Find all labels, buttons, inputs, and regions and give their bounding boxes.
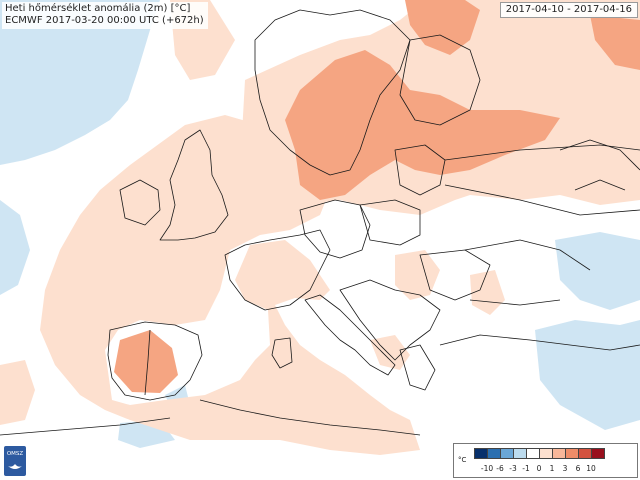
legend-tick-label: 1 [549, 464, 555, 473]
legend-unit: °C [458, 456, 467, 464]
legend-tick-label: 0 [536, 464, 542, 473]
russia-lines [559, 139, 640, 191]
germany [299, 199, 371, 259]
ireland [119, 179, 161, 226]
greece [399, 344, 436, 391]
legend-swatch [526, 448, 540, 459]
date-range-label: 2017-04-10 - 2017-04-16 [499, 2, 638, 18]
turkey-north-coast [439, 334, 640, 351]
corsica-sardinia [271, 337, 293, 369]
legend-tick-label: -10 [480, 464, 494, 473]
france [224, 229, 331, 311]
legend-swatch [578, 448, 592, 459]
logo-text: OMSZ [7, 451, 24, 457]
omsz-logo-icon: OMSZ [4, 446, 26, 476]
iberian-peninsula [107, 321, 203, 401]
legend-swatch [513, 448, 527, 459]
warm-area-atlantic-south [0, 360, 35, 425]
legend-swatch [565, 448, 579, 459]
warm-light-areas [0, 0, 640, 455]
black-sea-shore [464, 239, 591, 306]
warm-area-russia-north [590, 15, 640, 70]
legend-swatch [500, 448, 514, 459]
legend-tick-label: -6 [496, 464, 504, 473]
warm-area-finland [405, 0, 480, 55]
map-title: Heti hőmérséklet anomália (2m) [°C] ECMW… [2, 2, 208, 29]
warm-area-balkans [395, 250, 440, 300]
legend-tick-label: 10 [586, 464, 596, 473]
warm-area-iberia [114, 330, 178, 393]
warm-area-west-europe [40, 115, 420, 455]
legend-swatches [474, 448, 605, 459]
poland [359, 199, 421, 246]
legend-tick-label: 6 [575, 464, 581, 473]
italy [304, 294, 396, 376]
great-britain [159, 129, 229, 241]
baltic-states [394, 144, 446, 196]
legend-tick-label: -1 [522, 464, 530, 473]
coastlines-and-borders [0, 9, 640, 436]
cool-area-west-atlantic [0, 200, 30, 295]
portugal-border [144, 329, 151, 396]
north-africa-coast [0, 399, 421, 436]
cool-area-turkey-east [535, 320, 640, 430]
warm-area-greece [370, 335, 410, 370]
colorbar-legend: °C -10 -6 -3 -1 0 1 3 6 10 [453, 443, 638, 478]
finland [399, 34, 481, 126]
legend-swatch [474, 448, 488, 459]
title-line-2: ECMWF 2017-03-20 00:00 UTC (+672h) [5, 15, 204, 26]
balkans [339, 279, 441, 361]
legend-swatch [487, 448, 501, 459]
legend-swatch [591, 448, 605, 459]
legend-tick-label: -3 [509, 464, 517, 473]
cool-area-caucasus [555, 232, 640, 310]
title-line-1: Heti hőmérséklet anomália (2m) [°C] [5, 3, 191, 14]
legend-swatch [552, 448, 566, 459]
legend-tick-label: 3 [562, 464, 568, 473]
cool-area-north-atlantic [0, 0, 160, 165]
eastern-borders [444, 144, 640, 216]
warm-area-black-sea [470, 270, 505, 315]
legend-swatch [539, 448, 553, 459]
scandinavia [254, 9, 411, 176]
legend-tick-labels: -10 -6 -3 -1 0 1 3 6 10 [474, 464, 634, 474]
